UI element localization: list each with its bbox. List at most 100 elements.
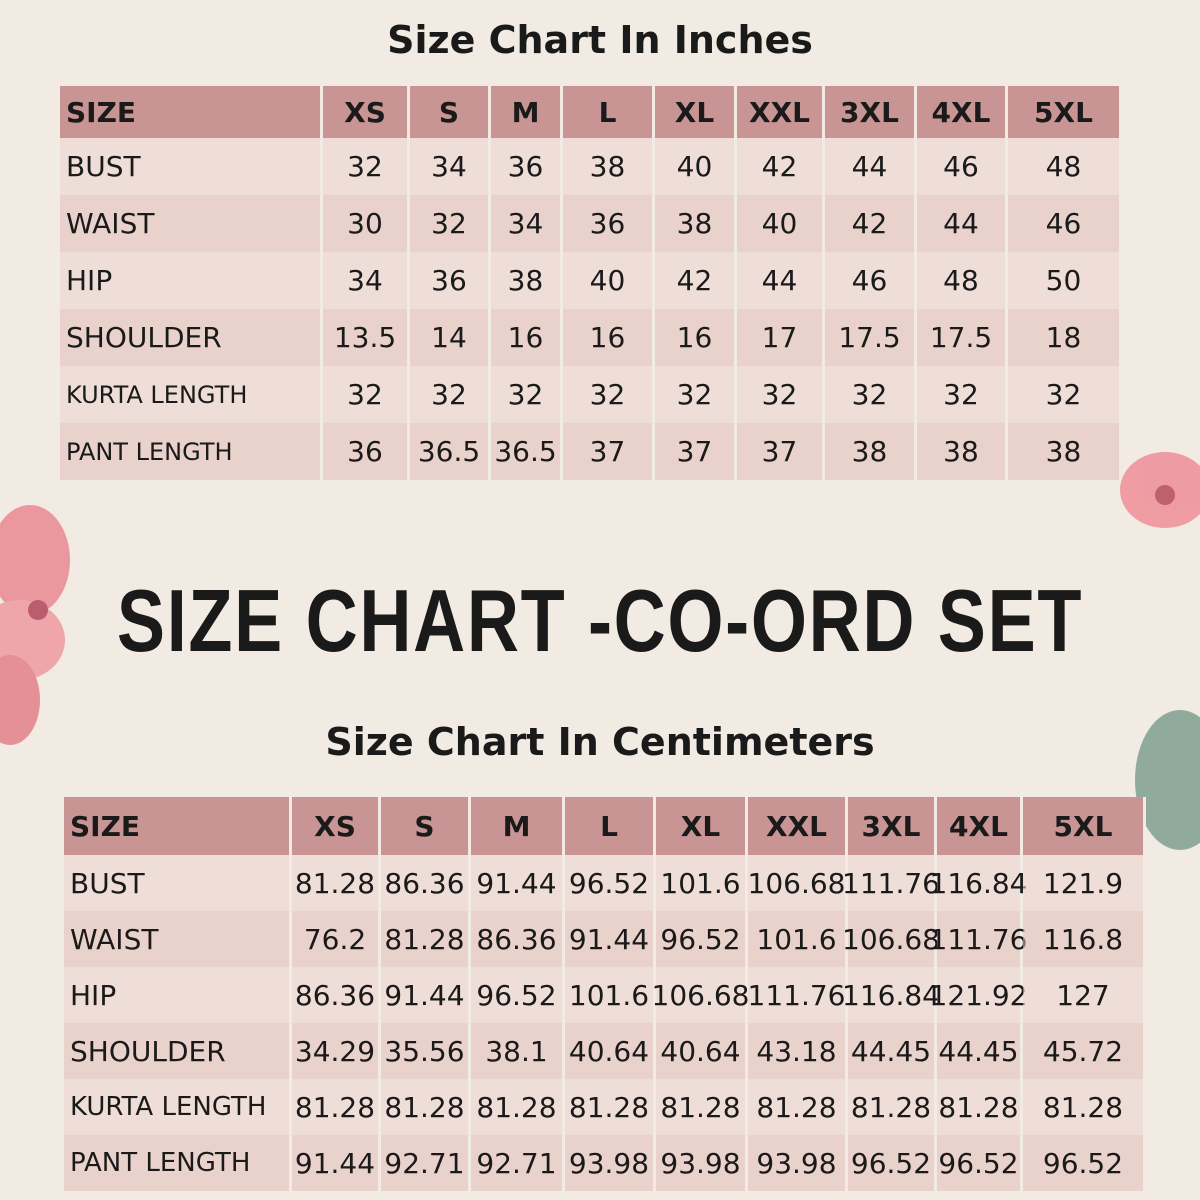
table-cell: 32 <box>655 366 737 423</box>
table-cell: 127 <box>1023 967 1146 1023</box>
table-cell: 4XL <box>937 797 1023 855</box>
table-cell: 34.29 <box>292 1023 381 1079</box>
table-cell: 91.44 <box>565 911 656 967</box>
table-cell: 32 <box>1008 366 1122 423</box>
table-cell: 34 <box>491 195 563 252</box>
table-cell: SHOULDER <box>64 1023 292 1079</box>
table-cell: 121.9 <box>1023 855 1146 911</box>
table-cell: 32 <box>825 366 917 423</box>
table-cell: 101.6 <box>748 911 848 967</box>
table-cell: 116.84 <box>842 967 940 1023</box>
table-cell: SIZE <box>64 797 292 855</box>
table-cell: 32 <box>563 366 655 423</box>
table-cell: 44.45 <box>848 1023 937 1079</box>
table-cell: 17.5 <box>917 309 1008 366</box>
table-cell: 35.56 <box>381 1023 471 1079</box>
table-cell: 86.36 <box>292 967 381 1023</box>
table-cell: 81.28 <box>748 1079 848 1135</box>
table-cell: 36 <box>323 423 410 480</box>
table-cell: HIP <box>64 967 292 1023</box>
table-cell: 92.71 <box>381 1135 471 1191</box>
table-cell: 44.45 <box>937 1023 1023 1079</box>
table-cell: 36 <box>491 138 563 195</box>
table-cell: 81.28 <box>656 1079 748 1135</box>
table-cell: XXL <box>748 797 848 855</box>
table-cell: 37 <box>655 423 737 480</box>
table-cell: WAIST <box>64 911 292 967</box>
table-cell: 36 <box>563 195 655 252</box>
table-cell: S <box>381 797 471 855</box>
table-cell: 106.68 <box>652 967 750 1023</box>
table-cell: 38 <box>1008 423 1122 480</box>
table-cell: 17.5 <box>825 309 917 366</box>
table-cell: 81.28 <box>381 911 471 967</box>
table-cell: 36.5 <box>410 423 491 480</box>
table-cell: 96.52 <box>937 1135 1023 1191</box>
table-cell: 96.52 <box>656 911 748 967</box>
table-cell: 91.44 <box>471 855 565 911</box>
table-cell: 38 <box>825 423 917 480</box>
table-cell: XL <box>656 797 748 855</box>
table-cell: 44 <box>737 252 825 309</box>
table-cell: 81.28 <box>292 1079 381 1135</box>
table-cell: PANT LENGTH <box>64 1135 292 1191</box>
table-cell: 81.28 <box>471 1079 565 1135</box>
table-cell: 76.2 <box>292 911 381 967</box>
table-cell: 34 <box>323 252 410 309</box>
table-cell: L <box>565 797 656 855</box>
table-cell: 3XL <box>825 86 917 138</box>
table-cell: 13.5 <box>323 309 410 366</box>
table-cell: 34 <box>410 138 491 195</box>
table-cell: 37 <box>563 423 655 480</box>
table-cell: 30 <box>323 195 410 252</box>
table-cell: 32 <box>491 366 563 423</box>
table-cell: 96.52 <box>471 967 565 1023</box>
table-cell: 36.5 <box>491 423 563 480</box>
table-cell: 111.76 <box>748 967 848 1023</box>
table-cell: 43.18 <box>748 1023 848 1079</box>
table-cell: 32 <box>410 366 491 423</box>
table-cell: 96.52 <box>1023 1135 1146 1191</box>
table-cell: 116.8 <box>1023 911 1146 967</box>
table-cell: 93.98 <box>748 1135 848 1191</box>
table-cell: 101.6 <box>565 967 656 1023</box>
table-cell: 17 <box>737 309 825 366</box>
table-cell: 32 <box>323 138 410 195</box>
table-cell: PANT LENGTH <box>60 423 323 480</box>
table-cell: 121.92 <box>930 967 1028 1023</box>
table-cell: 40.64 <box>656 1023 748 1079</box>
table-cell: 101.6 <box>656 855 748 911</box>
table-cell: 32 <box>323 366 410 423</box>
table-cell: 81.28 <box>565 1079 656 1135</box>
table-cell: KURTA LENGTH <box>64 1079 292 1135</box>
table-cell: 81.28 <box>1023 1079 1146 1135</box>
table-cell: 86.36 <box>471 911 565 967</box>
table-cell: 38 <box>917 423 1008 480</box>
table-cell: XL <box>655 86 737 138</box>
table-cell: 81.28 <box>937 1079 1023 1135</box>
table-cell: 14 <box>410 309 491 366</box>
table-cell: 81.28 <box>848 1079 937 1135</box>
table-cell: 48 <box>917 252 1008 309</box>
table-cell: BUST <box>64 855 292 911</box>
table-title: Size Chart In Inches <box>387 18 813 62</box>
table-cell: 16 <box>563 309 655 366</box>
heading: SIZE CHART -CO-ORD SET <box>116 571 1084 670</box>
table-cell: XS <box>323 86 410 138</box>
table-cell: 32 <box>917 366 1008 423</box>
table-cell: SHOULDER <box>60 309 323 366</box>
table-cell: 37 <box>737 423 825 480</box>
table-cell: WAIST <box>60 195 323 252</box>
table-cell: 46 <box>825 252 917 309</box>
table-cell: 42 <box>825 195 917 252</box>
table-cell: 50 <box>1008 252 1122 309</box>
table-cell: L <box>563 86 655 138</box>
table-cell: 38 <box>491 252 563 309</box>
table-cell: 44 <box>825 138 917 195</box>
table-cell: HIP <box>60 252 323 309</box>
table-cell: 5XL <box>1023 797 1146 855</box>
table-cell: 116.84 <box>930 855 1028 911</box>
table-cell: 46 <box>917 138 1008 195</box>
table-cell: 81.28 <box>381 1079 471 1135</box>
